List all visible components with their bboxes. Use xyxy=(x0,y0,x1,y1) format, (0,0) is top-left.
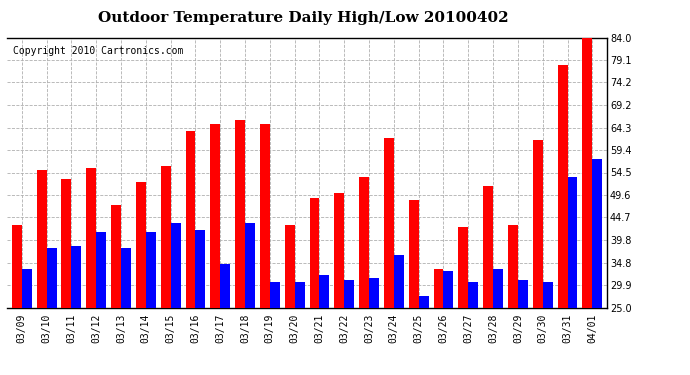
Bar xyxy=(319,276,329,308)
Bar xyxy=(22,268,32,308)
Bar xyxy=(121,248,131,308)
Bar xyxy=(592,159,602,308)
Bar xyxy=(493,268,503,308)
Bar xyxy=(469,282,478,308)
Bar xyxy=(136,182,146,308)
Bar xyxy=(170,223,181,308)
Bar xyxy=(359,177,369,308)
Bar xyxy=(344,280,354,308)
Bar xyxy=(195,230,206,308)
Bar xyxy=(12,225,22,308)
Bar xyxy=(61,179,71,308)
Bar xyxy=(86,168,96,308)
Bar xyxy=(270,282,279,308)
Bar xyxy=(186,131,195,308)
Bar xyxy=(433,268,444,308)
Bar xyxy=(310,198,319,308)
Bar xyxy=(419,296,428,307)
Bar xyxy=(518,280,528,308)
Bar xyxy=(408,200,419,308)
Bar xyxy=(394,255,404,308)
Bar xyxy=(508,225,518,308)
Bar xyxy=(37,170,47,308)
Bar xyxy=(111,204,121,308)
Bar xyxy=(96,232,106,308)
Bar xyxy=(245,223,255,308)
Bar xyxy=(483,186,493,308)
Bar xyxy=(384,138,394,308)
Bar xyxy=(558,65,567,308)
Bar xyxy=(444,271,453,308)
Bar xyxy=(210,124,220,308)
Bar xyxy=(71,246,81,308)
Text: Outdoor Temperature Daily High/Low 20100402: Outdoor Temperature Daily High/Low 20100… xyxy=(98,11,509,25)
Bar xyxy=(533,141,543,308)
Bar xyxy=(567,177,578,308)
Bar xyxy=(582,38,592,308)
Bar xyxy=(335,193,344,308)
Bar xyxy=(458,227,469,308)
Bar xyxy=(220,264,230,308)
Bar xyxy=(285,225,295,308)
Bar xyxy=(369,278,379,308)
Bar xyxy=(260,124,270,308)
Bar xyxy=(47,248,57,308)
Bar xyxy=(161,166,170,308)
Bar xyxy=(235,120,245,308)
Bar xyxy=(543,282,553,308)
Text: Copyright 2010 Cartronics.com: Copyright 2010 Cartronics.com xyxy=(13,46,184,56)
Bar xyxy=(146,232,156,308)
Bar xyxy=(295,282,304,308)
